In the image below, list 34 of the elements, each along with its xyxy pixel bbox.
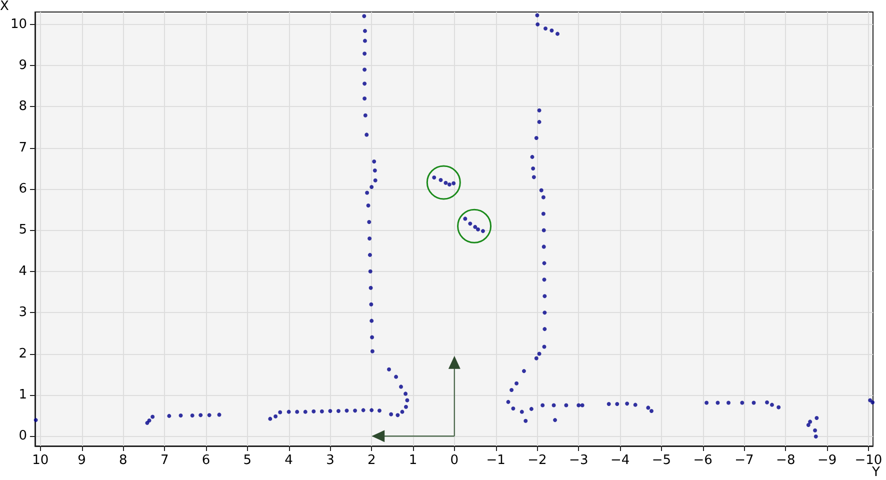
x-tick-label: 1 <box>408 453 418 468</box>
x-tick-label: −10 <box>854 453 882 468</box>
x-tick-label: 9 <box>78 453 86 468</box>
x-tick-label: 4 <box>284 453 293 468</box>
y-tick-label: 4 <box>18 264 27 279</box>
y-tick-label: 6 <box>18 182 27 197</box>
y-tick-label: 3 <box>18 305 27 320</box>
x-tick-label: −9 <box>817 453 837 468</box>
x-tick-label: −1 <box>486 453 506 468</box>
x-tick-label: −6 <box>693 453 712 468</box>
y-tick-label: 10 <box>10 16 27 32</box>
x-tick-label: 3 <box>326 453 334 468</box>
x-tick-label: 5 <box>243 453 252 468</box>
x-tick-label: 7 <box>160 453 169 468</box>
x-tick-label: −4 <box>610 453 630 468</box>
x-axis-title: Y <box>871 465 880 480</box>
y-tick-label: 9 <box>18 58 27 74</box>
x-tick-label: −3 <box>569 453 588 468</box>
x-tick-label: −5 <box>652 453 672 468</box>
y-axis-title: X <box>0 0 9 14</box>
y-tick-label: 8 <box>18 99 27 114</box>
y-tick-label: 1 <box>18 387 27 402</box>
x-tick-label: 2 <box>367 453 376 468</box>
x-tick-label: −8 <box>776 453 796 468</box>
x-tick-label: −2 <box>528 453 547 468</box>
x-tick-label: 0 <box>450 453 459 468</box>
y-tick-label: 0 <box>18 428 27 444</box>
y-tick-label: 7 <box>18 140 27 156</box>
x-tick-label: 8 <box>119 453 128 468</box>
x-tick-label: 6 <box>202 453 210 468</box>
x-tick-label: −7 <box>734 453 754 468</box>
y-tick-label: 2 <box>18 346 27 362</box>
x-tick-label: 10 <box>32 453 49 468</box>
y-tick-label: 5 <box>18 222 27 238</box>
